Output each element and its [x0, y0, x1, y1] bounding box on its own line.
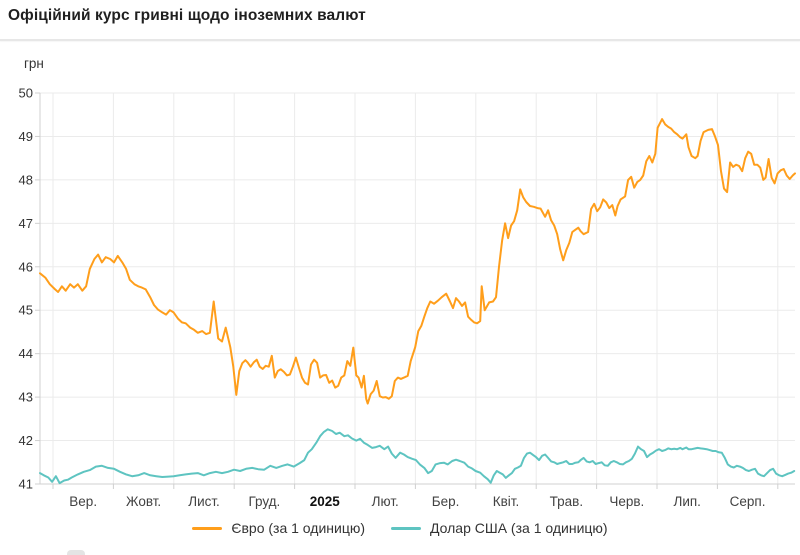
euro-line-swatch [192, 526, 223, 530]
page-title: Офіційний курс гривні щодо іноземних вал… [8, 7, 366, 24]
legend-item-euro[interactable]: Євро (за 1 одиницю) [192, 520, 365, 536]
partial-hidden-element [67, 550, 85, 555]
svg-text:Лют.: Лют. [372, 494, 399, 509]
svg-text:Жовт.: Жовт. [126, 494, 161, 509]
usd-legend-label: Долар США (за 1 одиницю) [430, 520, 608, 536]
svg-text:Серп.: Серп. [730, 494, 766, 509]
svg-text:41: 41 [19, 477, 33, 492]
svg-text:48: 48 [19, 172, 33, 187]
svg-text:2025: 2025 [310, 494, 341, 509]
euro-legend-label: Євро (за 1 одиницю) [231, 520, 366, 536]
usd-line-swatch [391, 526, 422, 530]
svg-text:49: 49 [19, 129, 33, 144]
svg-text:Трав.: Трав. [550, 494, 583, 509]
svg-text:44: 44 [19, 346, 33, 361]
svg-text:43: 43 [19, 390, 33, 405]
svg-text:45: 45 [19, 303, 33, 318]
header-divider [0, 39, 800, 41]
legend-item-usd[interactable]: Долар США (за 1 одиницю) [391, 520, 608, 536]
svg-text:Квіт.: Квіт. [493, 494, 519, 509]
svg-text:Груд.: Груд. [248, 494, 280, 509]
svg-text:грн: грн [24, 56, 44, 71]
svg-text:Бер.: Бер. [432, 494, 460, 509]
svg-text:Лист.: Лист. [188, 494, 220, 509]
svg-text:47: 47 [19, 216, 33, 231]
svg-text:Лип.: Лип. [673, 494, 700, 509]
svg-text:42: 42 [19, 433, 33, 448]
chart-legend: Євро (за 1 одиницю) Долар США (за 1 один… [0, 520, 800, 536]
svg-text:50: 50 [19, 86, 33, 101]
svg-text:Черв.: Черв. [609, 494, 644, 509]
svg-text:46: 46 [19, 259, 33, 274]
svg-text:Вер.: Вер. [69, 494, 97, 509]
